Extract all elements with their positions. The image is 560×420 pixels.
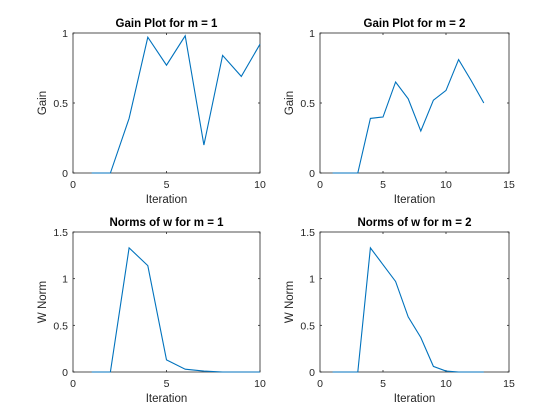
y-tick-label: 0.5 xyxy=(53,98,68,110)
y-tick-label: 0.5 xyxy=(53,320,68,332)
y-tick-label: 0 xyxy=(309,367,315,379)
x-tick-label: 10 xyxy=(440,378,452,390)
x-tick-label: 15 xyxy=(503,179,515,191)
x-axis-label: Iteration xyxy=(394,194,436,206)
axes-box xyxy=(72,231,261,373)
axes-box xyxy=(319,231,510,373)
y-tick-label: 1 xyxy=(62,274,68,286)
x-tick-label: 15 xyxy=(503,378,515,390)
x-tick-label: 0 xyxy=(70,179,76,191)
chart-title: Gain Plot for m = 1 xyxy=(116,18,219,30)
series-line xyxy=(332,246,484,373)
y-tick-label: 1 xyxy=(309,274,315,286)
subplot-1: 0 5 10 0 0.5 1 Gain Plot for m = 1 Iteration Gai… xyxy=(37,18,266,206)
x-tick-label: 0 xyxy=(317,378,323,390)
y-axis-label: W Norm xyxy=(284,281,296,323)
series-line xyxy=(332,58,485,174)
y-tick-label: 1 xyxy=(309,28,315,40)
x-tick-label: 0 xyxy=(70,378,76,390)
series-line xyxy=(91,246,260,373)
y-tick-label: 0 xyxy=(309,168,315,180)
chart-title: Gain Plot for m = 2 xyxy=(364,18,466,30)
x-tick-label: 10 xyxy=(254,378,266,390)
x-axis-label: Iteration xyxy=(394,393,436,405)
x-tick-label: 5 xyxy=(380,378,386,390)
x-tick-label: 5 xyxy=(380,179,386,191)
y-tick-label: 1.5 xyxy=(300,227,315,239)
x-tick-label: 5 xyxy=(164,378,170,390)
x-tick-label: 10 xyxy=(254,179,266,191)
y-tick-label: 0.5 xyxy=(300,320,315,332)
series-line xyxy=(91,34,261,174)
y-axis-label: Gain xyxy=(284,91,296,115)
subplot-2: 0 5 10 15 0 0.5 1 Gain Plot for m = 2 Iteration G… xyxy=(284,18,515,206)
y-tick-label: 0.5 xyxy=(300,98,315,110)
y-axis-label: W Norm xyxy=(37,281,49,323)
x-tick-label: 0 xyxy=(317,179,323,191)
x-axis-label: Iteration xyxy=(146,393,188,405)
y-tick-label: 0 xyxy=(62,168,68,180)
subplot-4: 0 5 10 15 0 0.5 1 1.5 Norms of w for m = 2 Iterat… xyxy=(284,217,515,405)
x-tick-label: 10 xyxy=(440,179,452,191)
chart-title: Norms of w for m = 2 xyxy=(357,217,471,229)
axes-box xyxy=(72,32,261,174)
x-axis-label: Iteration xyxy=(146,194,188,206)
chart-title: Norms of w for m = 1 xyxy=(109,217,224,229)
subplot-3: 0 5 10 0 0.5 1 1.5 Norms of w for m = 1 Iteratio… xyxy=(37,217,266,405)
y-tick-label: 1 xyxy=(62,28,68,40)
y-tick-label: 0 xyxy=(62,367,68,379)
y-tick-label: 1.5 xyxy=(53,227,68,239)
x-tick-label: 5 xyxy=(164,179,170,191)
axes-box xyxy=(319,32,510,174)
y-axis-label: Gain xyxy=(37,91,49,115)
